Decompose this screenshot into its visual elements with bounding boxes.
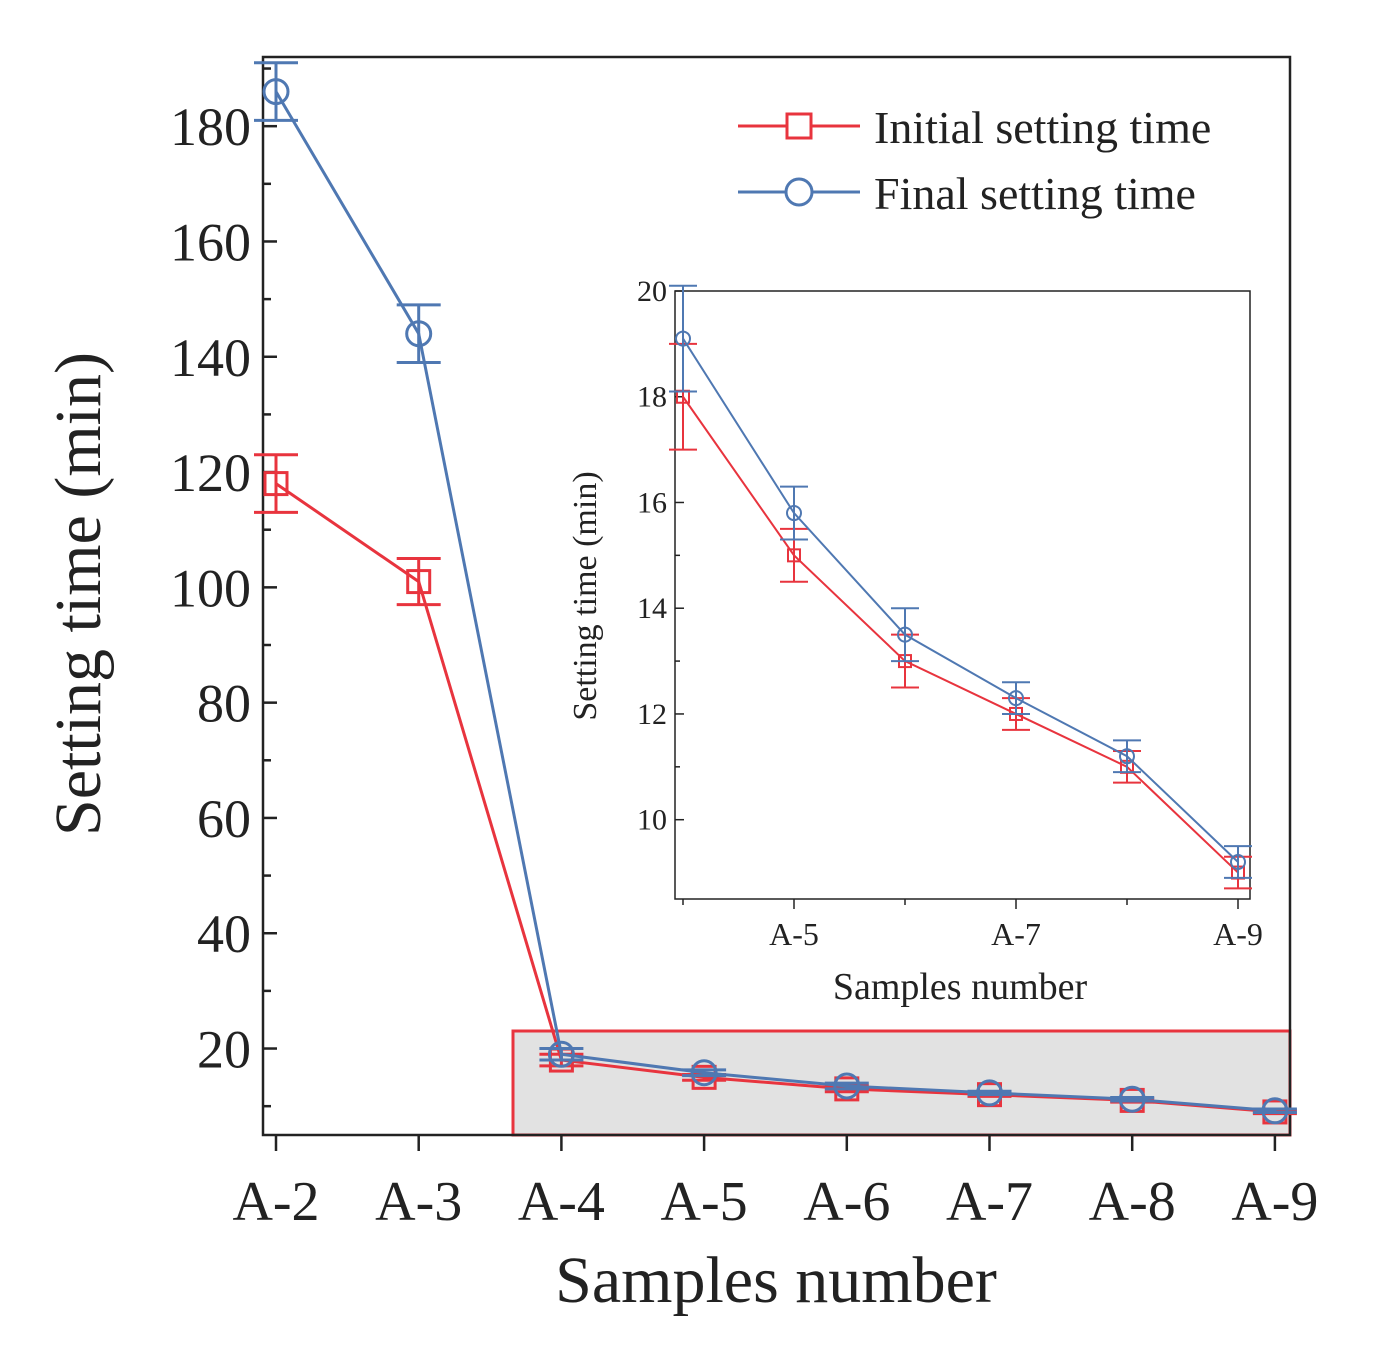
main-point-initial: [263, 471, 289, 497]
inset-plot-frame: [674, 290, 1251, 900]
main-x-tick-label: A-4: [518, 1171, 605, 1233]
inset-series-layer: [669, 284, 1252, 890]
main-point-final: [1261, 1097, 1289, 1125]
inset-x-tick-label: A-5: [769, 916, 819, 952]
main-y-tick-label: 60: [197, 789, 251, 849]
inset-x-tick-label: A-7: [991, 916, 1041, 952]
inset-point-final: [1230, 853, 1246, 870]
main-x-tick-label: A-5: [661, 1171, 748, 1233]
inset-line-initial: [682, 396, 1239, 874]
main-y-tick-label: 120: [170, 443, 251, 503]
main-point-final: [833, 1072, 861, 1100]
main-y-tick-label: 40: [197, 904, 251, 964]
inset-y-axis-label: Setting time (min): [567, 471, 604, 720]
inset-chart: 10 12 14 16 18 20 A-5 A-7 A-9 Setting time (min…: [567, 275, 1263, 1008]
legend-label-initial: Initial setting time: [874, 102, 1211, 153]
legend-marker-initial: [785, 112, 813, 140]
main-x-tick-label: A-3: [375, 1171, 462, 1233]
inset-y-tick-label: 16: [637, 486, 667, 519]
inset-x-axis: A-5 A-7 A-9: [682, 899, 1263, 952]
inset-point-final: [897, 626, 913, 643]
main-y-axis-label: Setting time (min): [42, 352, 115, 836]
main-point-initial: [406, 569, 432, 595]
inset-y-tick-label: 12: [637, 698, 667, 731]
main-line-final: [274, 90, 1276, 1113]
main-x-axis-label: Samples number: [555, 1244, 997, 1317]
main-y-axis: 20 40 60 80 100 120 140 160 180: [170, 67, 277, 1108]
legend-label-final: Final setting time: [874, 168, 1196, 219]
main-point-final: [976, 1079, 1003, 1107]
inset-y-tick-label: 18: [637, 381, 667, 414]
inset-point-final: [1119, 748, 1135, 765]
main-x-tick-label: A-6: [803, 1171, 890, 1233]
inset-y-tick-label: 10: [637, 804, 667, 837]
main-x-tick-label: A-9: [1231, 1171, 1318, 1233]
main-point-final: [690, 1059, 718, 1087]
inset-point-final: [675, 330, 691, 347]
main-point-final: [547, 1040, 575, 1068]
legend: Initial setting time Final setting time: [738, 102, 1211, 219]
main-point-final: [262, 78, 290, 106]
main-x-axis: A-2 A-3 A-4 A-5 A-6 A-7 A-8 A-9: [232, 1135, 1318, 1233]
inset-line-final: [682, 338, 1239, 863]
inset-y-tick-label: 14: [637, 592, 667, 625]
legend-marker-final: [784, 177, 814, 207]
inset-point-final: [786, 505, 802, 522]
main-x-tick-label: A-8: [1089, 1171, 1176, 1233]
highlight-region: [511, 1029, 1292, 1137]
main-x-tick-label: A-7: [946, 1171, 1033, 1233]
inset-y-axis: 10 12 14 16 18 20: [637, 275, 684, 837]
main-plot-frame: [261, 55, 1292, 1137]
inset-point-initial: [787, 548, 801, 563]
main-series-layer: [254, 61, 1297, 1125]
main-point-final: [1118, 1085, 1146, 1113]
main-y-tick-label: 20: [197, 1020, 251, 1080]
main-y-tick-label: 160: [170, 212, 251, 272]
main-y-tick-label: 140: [170, 328, 251, 388]
main-x-tick-label: A-2: [232, 1171, 319, 1233]
main-y-tick-label: 80: [197, 674, 251, 734]
inset-point-final: [1008, 690, 1024, 707]
main-y-tick-label: 100: [170, 558, 251, 618]
inset-x-tick-label: A-9: [1213, 916, 1263, 952]
inset-x-axis-label: Samples number: [833, 966, 1088, 1008]
main-y-tick-label: 180: [170, 97, 251, 157]
inset-y-tick-label: 20: [637, 275, 667, 308]
main-point-final: [405, 320, 433, 348]
